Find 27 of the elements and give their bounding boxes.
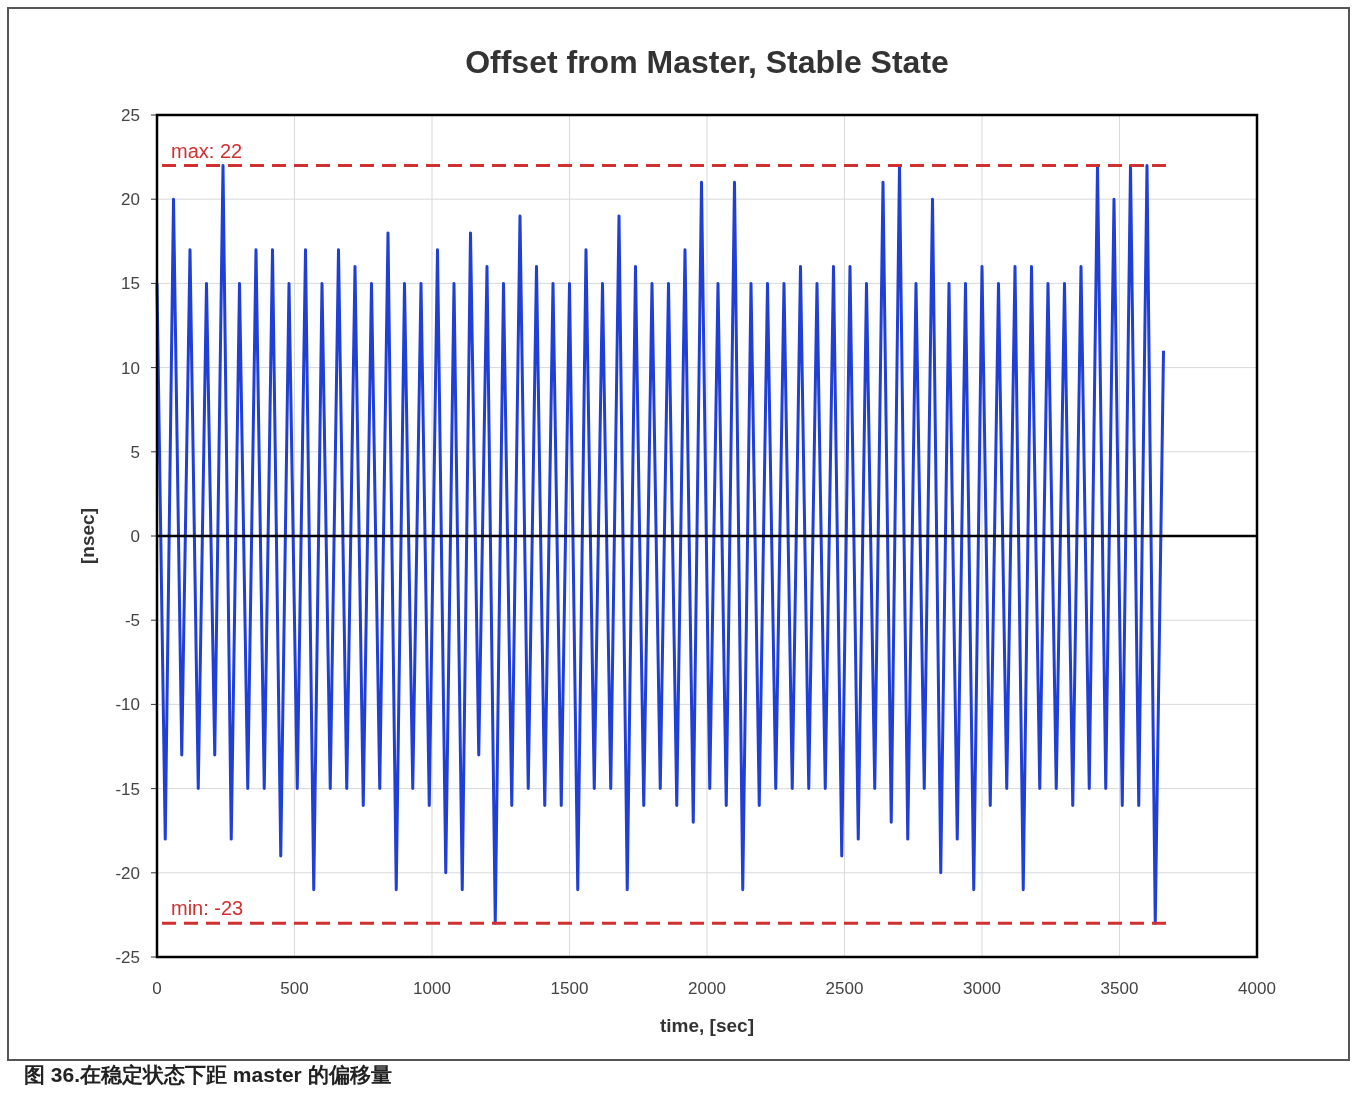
y-tick-label: -5 bbox=[124, 611, 140, 631]
line-series bbox=[155, 164, 1165, 925]
y-tick-label: -10 bbox=[115, 695, 140, 715]
y-tick-label: -25 bbox=[115, 948, 140, 967]
y-tick-label: 5 bbox=[130, 442, 140, 462]
y-tick-label: 0 bbox=[130, 527, 140, 546]
x-tick-label: 2500 bbox=[825, 979, 864, 998]
caption: 图 36.在稳定状态下距 master 的偏移量 bbox=[24, 1063, 392, 1086]
y-tick-label: 15 bbox=[121, 274, 140, 294]
x-tick-label: 0 bbox=[152, 979, 162, 998]
x-tick-label: 500 bbox=[280, 979, 309, 998]
x-tick-label: 2000 bbox=[688, 979, 726, 998]
chart-title: Offset from Master, Stable State bbox=[465, 44, 949, 80]
y-tick-label: 20 bbox=[121, 190, 140, 210]
x-tick-label: 3500 bbox=[1100, 979, 1139, 998]
y-tick-label: -20 bbox=[115, 863, 140, 883]
x-axis-title: time, [sec] bbox=[660, 1015, 754, 1036]
x-tick-label: 1500 bbox=[550, 979, 589, 998]
ref-line-label: min: -23 bbox=[171, 897, 244, 920]
x-tick-label: 4000 bbox=[1238, 979, 1276, 998]
y-tick-label: -15 bbox=[115, 779, 140, 799]
y-tick-label: 25 bbox=[121, 106, 140, 125]
y-axis-title: [nsec] bbox=[77, 508, 98, 564]
y-tick-label: 10 bbox=[121, 358, 140, 378]
x-tick-label: 1000 bbox=[413, 979, 451, 998]
ref-line-label: max: 22 bbox=[171, 139, 243, 162]
x-tick-label: 3000 bbox=[963, 979, 1001, 998]
